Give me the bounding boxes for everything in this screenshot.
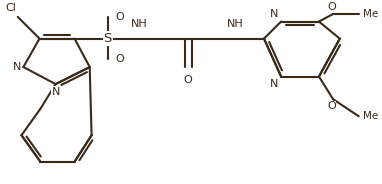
Text: O: O [327,2,336,12]
Text: O: O [115,12,124,22]
Text: Me: Me [363,111,378,121]
Text: N: N [52,87,60,97]
Text: N: N [270,9,278,19]
Text: O: O [115,54,124,64]
Text: O: O [327,101,336,111]
Text: Me: Me [363,9,378,19]
Text: NH: NH [131,19,147,29]
Text: O: O [184,75,193,85]
Text: Cl: Cl [5,3,16,13]
Text: N: N [13,62,21,72]
Text: NH: NH [227,19,244,29]
Text: N: N [270,79,278,89]
Text: S: S [104,32,112,45]
